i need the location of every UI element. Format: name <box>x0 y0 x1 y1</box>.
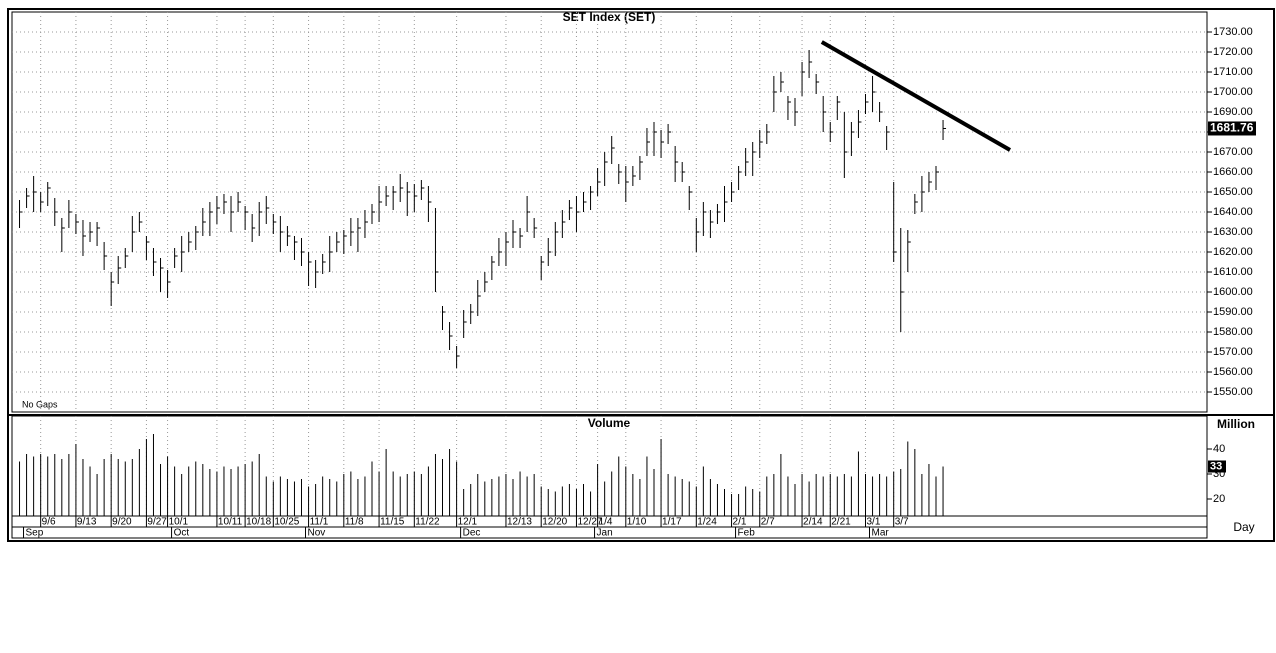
y-tick-label: 1630.00 <box>1213 226 1253 238</box>
y-tick-label: 1670.00 <box>1213 146 1253 158</box>
x-axis-title: Day <box>1233 520 1254 534</box>
y-tick-label: 1660.00 <box>1213 166 1253 178</box>
y-tick-label: 1550.00 <box>1213 386 1253 398</box>
x-tick-label: 1/10 <box>627 517 647 528</box>
x-tick-label: 2/1 <box>733 517 747 528</box>
last-volume-box <box>1208 460 1226 473</box>
x-tick-label: 2/7 <box>761 517 775 528</box>
volume-panel <box>11 415 1208 539</box>
last-volume-label: 33 <box>1210 460 1222 472</box>
x-tick-label: 10/18 <box>246 517 271 528</box>
month-label: Jan <box>597 528 613 539</box>
y-tick-label: 1640.00 <box>1213 206 1253 218</box>
month-label: Sep <box>26 528 44 539</box>
x-tick-label: 10/11 <box>218 517 243 528</box>
x-tick-label: 9/6 <box>42 517 56 528</box>
x-tick-label: 11/8 <box>345 517 364 528</box>
x-tick-label: 2/14 <box>803 517 823 528</box>
y-tick-label: 1730.00 <box>1213 26 1253 38</box>
note: No Gaps <box>22 399 58 409</box>
x-tick-label: 1/17 <box>662 517 682 528</box>
x-tick-label: 9/27 <box>147 517 167 528</box>
chart-title: SET Index (SET) <box>563 10 656 24</box>
x-tick-label: 10/25 <box>274 517 299 528</box>
x-tick-label: 9/13 <box>77 517 97 528</box>
y-tick-label: 1570.00 <box>1213 346 1253 358</box>
y-tick-label: 1590.00 <box>1213 306 1253 318</box>
x-tick-label: 12/20 <box>542 517 567 528</box>
x-tick-label: 3/1 <box>866 517 880 528</box>
month-label: Dec <box>463 528 481 539</box>
y-tick-label: 40 <box>1213 443 1225 455</box>
x-tick-label: 12/27 <box>577 517 602 528</box>
y-tick-label: 1690.00 <box>1213 106 1253 118</box>
y-tick-label: 1580.00 <box>1213 326 1253 338</box>
x-tick-label: 1/24 <box>697 517 717 528</box>
volume-unit: Million <box>1217 417 1255 431</box>
x-tick-label: 12/13 <box>507 517 532 528</box>
y-tick-label: 1700.00 <box>1213 86 1253 98</box>
y-tick-label: 1620.00 <box>1213 246 1253 258</box>
y-tick-label: 1560.00 <box>1213 366 1253 378</box>
y-tick-label: 1720.00 <box>1213 46 1253 58</box>
month-label: Oct <box>174 528 190 539</box>
x-tick-label: 1/4 <box>599 517 613 528</box>
y-tick-label: 20 <box>1213 493 1225 505</box>
trend-line <box>820 40 1012 152</box>
x-tick-label: 9/20 <box>112 517 132 528</box>
x-tick-label: 12/1 <box>458 517 478 528</box>
last-price-label: 1681.76 <box>1210 121 1254 135</box>
month-label: Feb <box>738 528 756 539</box>
frame <box>7 8 1275 542</box>
y-tick-label: 1650.00 <box>1213 186 1253 198</box>
x-tick-label: 11/15 <box>380 517 405 528</box>
y-tick-label: 1610.00 <box>1213 266 1253 278</box>
x-tick-label: 11/22 <box>415 517 440 528</box>
y-tick-label: 1710.00 <box>1213 66 1253 78</box>
x-tick-label: 11/1 <box>310 517 329 528</box>
x-tick-label: 2/21 <box>831 517 851 528</box>
last-price-box <box>1208 121 1256 136</box>
x-tick-label: 10/1 <box>169 517 189 528</box>
volume-title: Volume <box>588 416 631 430</box>
month-label: Mar <box>871 528 889 539</box>
month-label: Nov <box>308 528 326 539</box>
panel-divider <box>8 414 1274 416</box>
x-tick-label: 3/7 <box>895 517 909 528</box>
y-tick-label: 1600.00 <box>1213 286 1253 298</box>
